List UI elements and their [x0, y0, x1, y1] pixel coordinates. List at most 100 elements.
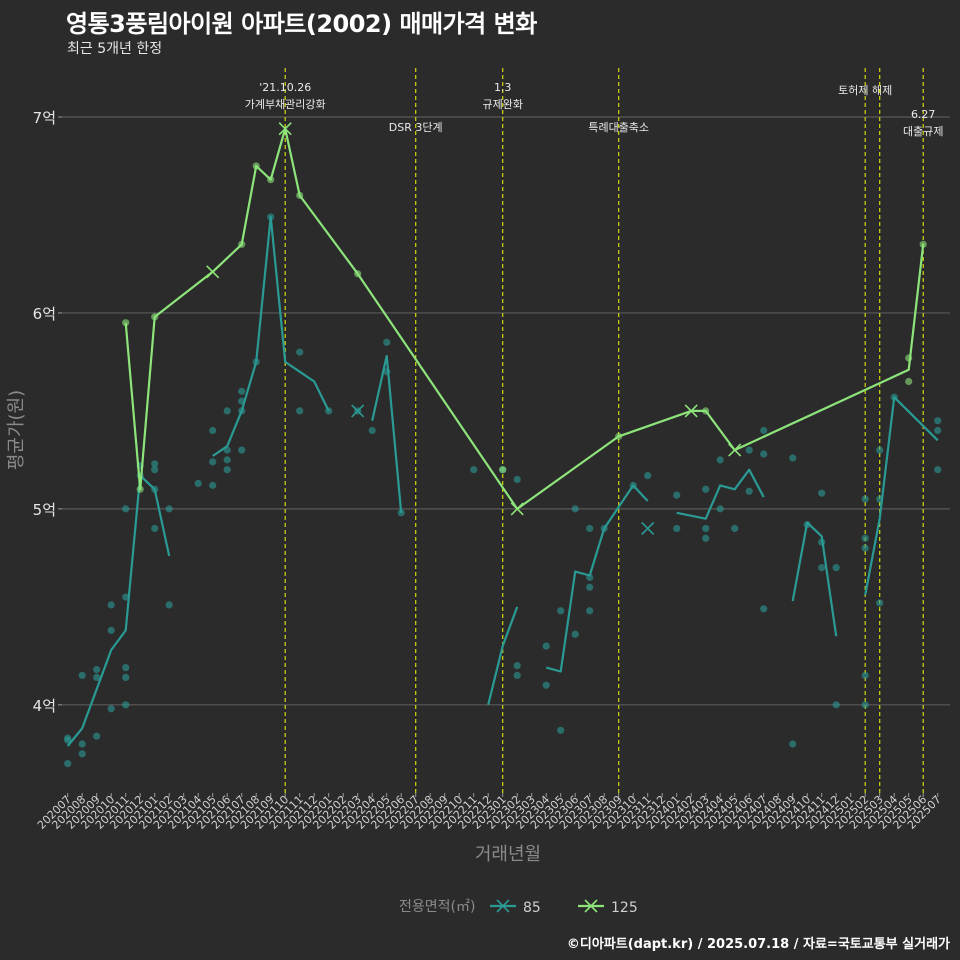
y-tick-label: 7억: [33, 109, 56, 127]
data-point: [760, 426, 768, 435]
data-point: [934, 417, 942, 425]
data-point: [731, 524, 739, 533]
data-point: [702, 524, 710, 533]
data-point: [542, 642, 550, 650]
y-axis-title: 평균가(원): [6, 390, 27, 470]
data-point: [165, 505, 173, 513]
data-point: [513, 662, 521, 670]
data-point: [296, 407, 304, 415]
data-point: [571, 630, 579, 638]
data-point: [165, 601, 173, 609]
page-title: 영통3풍림아이원 아파트(2002) 매매가격 변화: [66, 10, 537, 38]
data-point: [818, 489, 826, 497]
cross-stroke: [684, 404, 698, 418]
data-point: [209, 426, 217, 435]
data-point: [238, 387, 246, 395]
y-tick-label: 6억: [33, 305, 56, 323]
data-point: [673, 491, 681, 499]
series-line: [66, 474, 171, 747]
data-point: [745, 446, 753, 454]
data-point: [383, 338, 391, 346]
data-point: [760, 450, 768, 458]
y-tick-label: 4억: [33, 697, 56, 715]
cross-stroke: [728, 443, 742, 457]
legend-item-label: 85: [523, 900, 541, 916]
data-point: [557, 607, 565, 615]
data-point: [107, 626, 115, 634]
data-point: [745, 487, 753, 495]
data-point: [789, 740, 797, 748]
series-85: [64, 213, 942, 768]
data-point: [122, 701, 130, 709]
series-line: [371, 354, 403, 513]
series-line: [212, 215, 330, 457]
event-label: 1.3 규제완화: [482, 81, 522, 111]
data-point: [934, 466, 942, 474]
event-label-line: '21.10.26: [259, 81, 311, 94]
series-line: [791, 521, 838, 637]
grid-layer: [62, 116, 950, 706]
data-point: [93, 732, 101, 740]
cross-stroke: [351, 404, 365, 418]
series-line: [676, 468, 765, 520]
data-point: [122, 505, 130, 513]
data-point: [716, 505, 724, 513]
data-point: [470, 466, 478, 474]
data-point: [368, 426, 376, 435]
footer-credit: ©디아파트(dapt.kr) / 2025.07.18 / 자료=국토교통부 실…: [566, 937, 950, 952]
data-point: [325, 407, 333, 415]
cross-stroke: [641, 521, 655, 536]
data-point: [151, 460, 159, 468]
cross-marker: [684, 404, 698, 418]
data-point: [934, 426, 942, 435]
legend-item-label: 125: [611, 900, 638, 916]
cross-marker: [728, 443, 742, 457]
cross-stroke: [206, 265, 220, 279]
data-point: [107, 601, 115, 609]
data-point: [513, 475, 521, 484]
data-point: [78, 750, 86, 758]
data-point: [644, 471, 652, 480]
legend-key-cross: [496, 899, 510, 913]
cross-marker: [206, 265, 220, 279]
data-point: [194, 479, 202, 488]
data-point: [209, 481, 217, 489]
axis-layer: 4억5억6억7억평균가(원)20200720200820200920201020…: [6, 109, 944, 865]
cross-marker: [351, 404, 365, 418]
data-point: [542, 681, 550, 689]
data-point: [586, 607, 594, 615]
series-line: [545, 484, 649, 673]
event-label-line: 특례대출축소: [588, 121, 649, 134]
series-line: [864, 396, 939, 596]
x-axis-title: 거래년월: [475, 844, 541, 865]
legend-layer: 전용면적(㎡) 85 125: [399, 899, 638, 916]
data-point: [557, 726, 565, 734]
series-line: [487, 606, 519, 706]
cross-stroke: [510, 502, 524, 516]
data-point: [93, 665, 101, 674]
data-point: [861, 671, 869, 680]
data-point: [702, 534, 710, 542]
data-point: [702, 485, 710, 493]
event-label-line: 규제완화: [482, 98, 522, 111]
data-point: [571, 505, 579, 513]
data-point: [760, 605, 768, 613]
event-label-line: 토허제 해제: [838, 83, 892, 97]
legend-key-cross: [584, 899, 598, 913]
data-point: [238, 446, 246, 454]
page-subtitle: 최근 5개년 한정: [67, 41, 163, 57]
data-point: [832, 564, 840, 572]
data-point: [122, 673, 130, 681]
data-point: [919, 240, 927, 248]
data-point: [586, 524, 594, 533]
data-point: [93, 673, 101, 681]
data-point: [122, 663, 130, 672]
data-point: [789, 454, 797, 462]
data-point: [905, 377, 913, 386]
event-label-line: 대출규제: [903, 125, 943, 138]
event-label: 토허제 해제: [838, 83, 892, 97]
data-point: [107, 705, 115, 713]
event-label-line: 가계부채관리강화: [245, 98, 326, 111]
event-label-line: 1.3: [494, 81, 512, 94]
